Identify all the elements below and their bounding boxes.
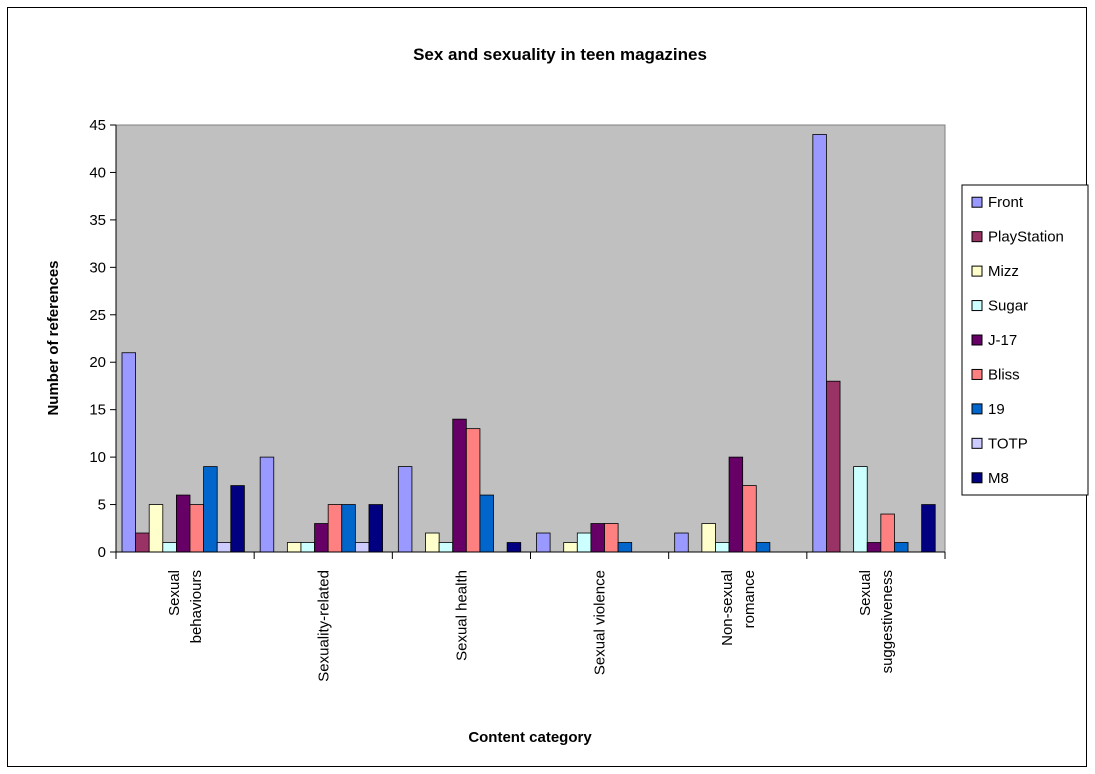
chart-title: Sex and sexuality in teen magazines bbox=[413, 45, 707, 64]
bar bbox=[812, 134, 827, 553]
category-label-line: Non-sexual bbox=[719, 570, 736, 646]
category-label: Non-sexual romance bbox=[719, 570, 758, 646]
y-tick-label: 5 bbox=[98, 497, 106, 514]
legend-label: Sugar bbox=[988, 298, 1028, 315]
bar bbox=[452, 418, 467, 553]
bar bbox=[216, 542, 232, 553]
category-label: Sexual suggestiveness bbox=[857, 570, 896, 673]
bar bbox=[121, 352, 137, 553]
category-label-line: Sexual violence bbox=[592, 570, 609, 675]
category-label-line: romance bbox=[741, 570, 758, 628]
y-tick-label: 25 bbox=[89, 307, 106, 324]
x-axis-title: Content category bbox=[468, 729, 592, 746]
y-tick-label: 15 bbox=[89, 402, 106, 419]
bar bbox=[341, 504, 356, 553]
bar bbox=[880, 513, 895, 553]
y-tick-label: 45 bbox=[89, 117, 106, 134]
bar bbox=[397, 466, 413, 553]
bar bbox=[563, 542, 578, 553]
category-label: Sexual behaviours bbox=[166, 570, 205, 643]
bar bbox=[175, 494, 191, 553]
plot-area bbox=[115, 124, 946, 553]
legend-swatch bbox=[971, 300, 983, 312]
category-label-line: Sexuality-related bbox=[315, 570, 332, 682]
bar bbox=[728, 456, 744, 553]
y-tick-label: 35 bbox=[89, 212, 106, 229]
y-tick-label: 20 bbox=[89, 354, 106, 371]
legend-box bbox=[961, 184, 1089, 496]
category-label: Sexual violence bbox=[592, 570, 609, 675]
legend-label: Mizz bbox=[988, 263, 1019, 280]
bar bbox=[465, 428, 481, 553]
legend-label: Front bbox=[988, 194, 1024, 211]
legend-swatch bbox=[971, 231, 983, 243]
bar bbox=[866, 542, 882, 553]
y-tick-label: 40 bbox=[89, 164, 106, 181]
legend-swatch bbox=[971, 368, 983, 380]
bar bbox=[368, 504, 383, 553]
bar bbox=[327, 504, 343, 553]
category-label-line: Sexual bbox=[857, 570, 874, 616]
bar bbox=[755, 542, 771, 553]
legend-label: Bliss bbox=[988, 366, 1020, 383]
bar bbox=[162, 542, 177, 553]
bar bbox=[536, 532, 551, 553]
bar bbox=[189, 504, 205, 553]
legend-label: M8 bbox=[988, 470, 1009, 487]
bar bbox=[742, 485, 757, 553]
legend-swatch bbox=[971, 265, 983, 277]
legend-swatch bbox=[971, 403, 983, 415]
bar bbox=[286, 542, 302, 553]
legend-swatch bbox=[971, 196, 983, 208]
legend-swatch bbox=[971, 472, 983, 484]
bar bbox=[425, 532, 440, 553]
category-label-line: Sexual health bbox=[453, 570, 470, 661]
category-label-line: Sexual bbox=[166, 570, 183, 616]
bar bbox=[314, 523, 329, 553]
bar bbox=[894, 542, 909, 553]
bar bbox=[300, 542, 315, 553]
bar bbox=[479, 494, 494, 553]
category-label: Sexual health bbox=[453, 570, 470, 661]
bar bbox=[354, 542, 370, 553]
legend-label: J-17 bbox=[988, 332, 1017, 349]
legend-label: PlayStation bbox=[988, 229, 1064, 246]
bar bbox=[148, 504, 164, 553]
legend-swatch bbox=[971, 437, 983, 449]
y-tick-label: 30 bbox=[89, 259, 106, 276]
y-tick-label: 0 bbox=[98, 544, 106, 561]
legend-label: 19 bbox=[988, 401, 1005, 418]
y-tick-label: 10 bbox=[89, 449, 106, 466]
bar bbox=[135, 532, 150, 553]
bar bbox=[576, 532, 592, 553]
bar bbox=[203, 466, 218, 553]
bar bbox=[438, 542, 454, 553]
bar bbox=[617, 542, 633, 553]
y-axis-title: Number of references bbox=[45, 260, 62, 415]
category-label-line: suggestiveness bbox=[879, 570, 896, 673]
category-label: Sexuality-related bbox=[315, 570, 332, 682]
bar bbox=[674, 532, 689, 553]
bar bbox=[230, 485, 245, 553]
bar bbox=[506, 542, 522, 553]
bar bbox=[826, 380, 841, 553]
bar bbox=[715, 542, 730, 553]
bar bbox=[590, 523, 605, 553]
legend-label: TOTP bbox=[988, 435, 1028, 452]
bar bbox=[701, 523, 716, 553]
bar bbox=[921, 504, 936, 553]
category-label-line: behaviours bbox=[188, 570, 205, 643]
bar bbox=[853, 466, 868, 553]
legend-swatch bbox=[971, 334, 983, 346]
bar bbox=[259, 456, 275, 553]
bar bbox=[604, 523, 619, 553]
